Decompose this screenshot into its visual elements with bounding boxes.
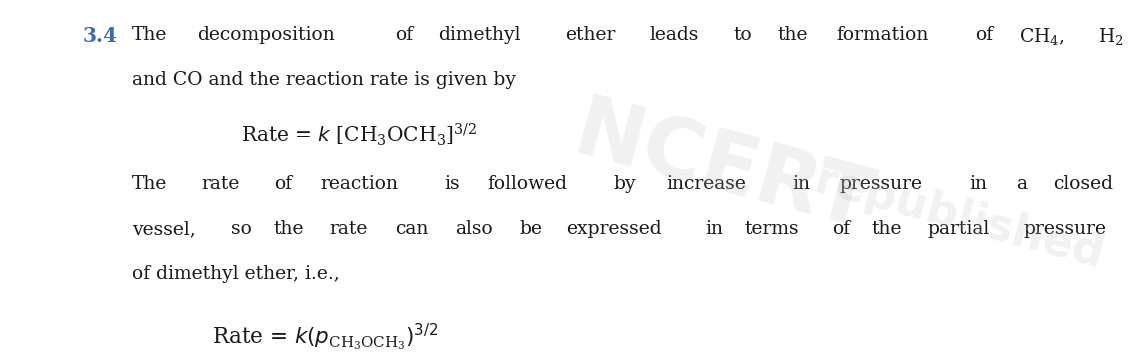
Text: the: the [777, 26, 808, 44]
Text: rate: rate [329, 220, 367, 238]
Text: vessel,: vessel, [132, 220, 196, 238]
Text: of dimethyl ether, i.e.,: of dimethyl ether, i.e., [132, 265, 340, 283]
Text: NCERT: NCERT [566, 90, 881, 247]
Text: of: of [395, 26, 413, 44]
Text: and CO and the reaction rate is given by: and CO and the reaction rate is given by [132, 71, 515, 89]
Text: $\mathregular{H_2}$: $\mathregular{H_2}$ [1097, 26, 1124, 48]
Text: Rate = $k$ $\mathregular{[CH_3OCH_3]^{3/2}}$: Rate = $k$ $\mathregular{[CH_3OCH_3]^{3/… [241, 121, 476, 147]
Text: leads: leads [650, 26, 699, 44]
Text: so: so [231, 220, 251, 238]
Text: The: The [132, 175, 168, 193]
Text: in: in [969, 175, 987, 193]
Text: a: a [1016, 175, 1027, 193]
Text: by: by [614, 175, 637, 193]
Text: rate: rate [201, 175, 239, 193]
Text: $\mathregular{CH_4}$,: $\mathregular{CH_4}$, [1018, 26, 1064, 48]
Text: also: also [455, 220, 492, 238]
Text: increase: increase [666, 175, 746, 193]
Text: can: can [395, 220, 428, 238]
Text: reaction: reaction [320, 175, 398, 193]
Text: of: of [976, 26, 993, 44]
Text: decomposition: decomposition [197, 26, 335, 44]
Text: Rate = $k\left(p_{\mathregular{CH_3OCH_3}}\right)^{3/2}$: Rate = $k\left(p_{\mathregular{CH_3OCH_3… [212, 321, 439, 352]
Text: closed: closed [1054, 175, 1114, 193]
Text: pressure: pressure [1024, 220, 1107, 238]
Text: The: The [132, 26, 168, 44]
Text: dimethyl: dimethyl [439, 26, 521, 44]
Text: ether: ether [565, 26, 615, 44]
Text: terms: terms [745, 220, 799, 238]
Text: 3.4: 3.4 [83, 26, 118, 46]
Text: is: is [444, 175, 459, 193]
Text: be: be [520, 220, 543, 238]
Text: the: the [871, 220, 902, 238]
Text: republished: republished [809, 159, 1108, 278]
Text: formation: formation [837, 26, 929, 44]
Text: to: to [734, 26, 752, 44]
Text: followed: followed [488, 175, 567, 193]
Text: of: of [831, 220, 850, 238]
Text: of: of [273, 175, 292, 193]
Text: in: in [793, 175, 810, 193]
Text: pressure: pressure [839, 175, 922, 193]
Text: expressed: expressed [566, 220, 661, 238]
Text: in: in [705, 220, 723, 238]
Text: partial: partial [928, 220, 990, 238]
Text: the: the [274, 220, 304, 238]
